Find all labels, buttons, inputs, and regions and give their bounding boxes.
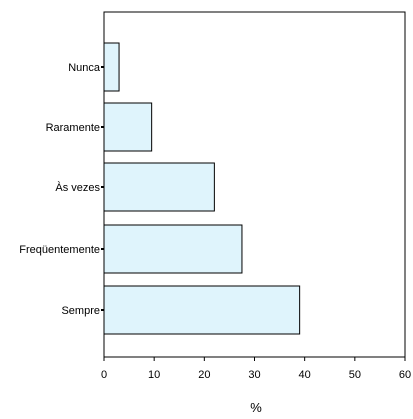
category-label-as-vezes: Às vezes <box>55 181 100 194</box>
bar-as-vezes <box>103 162 215 212</box>
x-tick-label-30: 30 <box>248 369 260 381</box>
x-axis-label: % <box>250 400 262 415</box>
x-tick-label-0: 0 <box>101 369 107 381</box>
bar-nunca <box>103 42 120 92</box>
category-label-frequentemente: Freqüentemente <box>19 244 100 256</box>
bars-group <box>103 42 301 335</box>
bar-sempre <box>103 285 301 335</box>
x-tick-label-40: 40 <box>299 369 311 381</box>
x-tick-label-20: 20 <box>198 369 210 381</box>
x-tick-label-60: 60 <box>399 369 411 381</box>
x-tick-label-10: 10 <box>148 369 160 381</box>
x-tick-label-50: 50 <box>349 369 361 381</box>
category-label-raramente: Raramente <box>46 122 100 134</box>
x-axis-ticks: 0 10 20 30 40 50 60 <box>101 357 411 381</box>
bar-raramente <box>103 102 153 152</box>
category-labels: Nunca Raramente Às vezes Freqüentemente Semp… <box>19 62 104 317</box>
category-label-sempre: Sempre <box>61 305 100 317</box>
bar-frequentemente <box>103 224 243 274</box>
category-label-nunca: Nunca <box>68 62 101 74</box>
